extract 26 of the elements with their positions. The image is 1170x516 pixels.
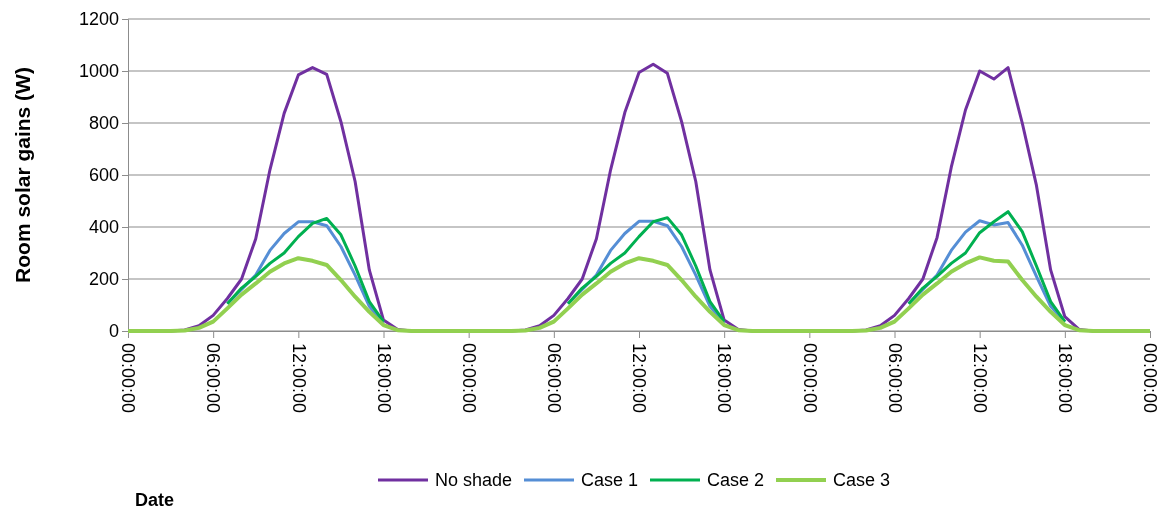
x-tick-label: 18:00:00 — [714, 343, 735, 414]
x-tick-label: 00:00:00 — [799, 343, 820, 414]
x-tick-label: 18:00:00 — [1055, 343, 1076, 414]
y-tick-label: 200 — [88, 269, 119, 290]
x-tick-label: 00:00:00 — [458, 343, 479, 414]
legend-label: No shade — [435, 470, 513, 491]
legend-label: Case 3 — [833, 470, 891, 491]
x-tick-label: 12:00:00 — [288, 343, 309, 414]
y-tick-label: 1000 — [78, 61, 119, 82]
y-axis-title: Room solar gains (W) — [11, 67, 34, 283]
x-tick-label: 00:00:00 — [118, 343, 139, 414]
x-tick-label: 06:00:00 — [884, 343, 905, 414]
legend-label: Case 2 — [707, 470, 765, 491]
x-tick-label: 18:00:00 — [373, 343, 394, 414]
x-tick-label: 06:00:00 — [544, 343, 565, 414]
x-tick-label: 06:00:00 — [203, 343, 224, 414]
x-tick-label: 00:00:00 — [1140, 343, 1161, 414]
x-tick-label: 12:00:00 — [969, 343, 990, 414]
y-tick-label: 0 — [108, 321, 119, 342]
y-tick-label: 600 — [88, 165, 119, 186]
y-tick-label: 800 — [88, 113, 119, 134]
x-axis-title: Date — [135, 490, 175, 510]
x-tick-label: 12:00:00 — [629, 343, 650, 414]
y-tick-label: 1200 — [78, 9, 119, 30]
y-tick-label: 400 — [88, 217, 119, 238]
legend-label: Case 1 — [581, 470, 639, 491]
